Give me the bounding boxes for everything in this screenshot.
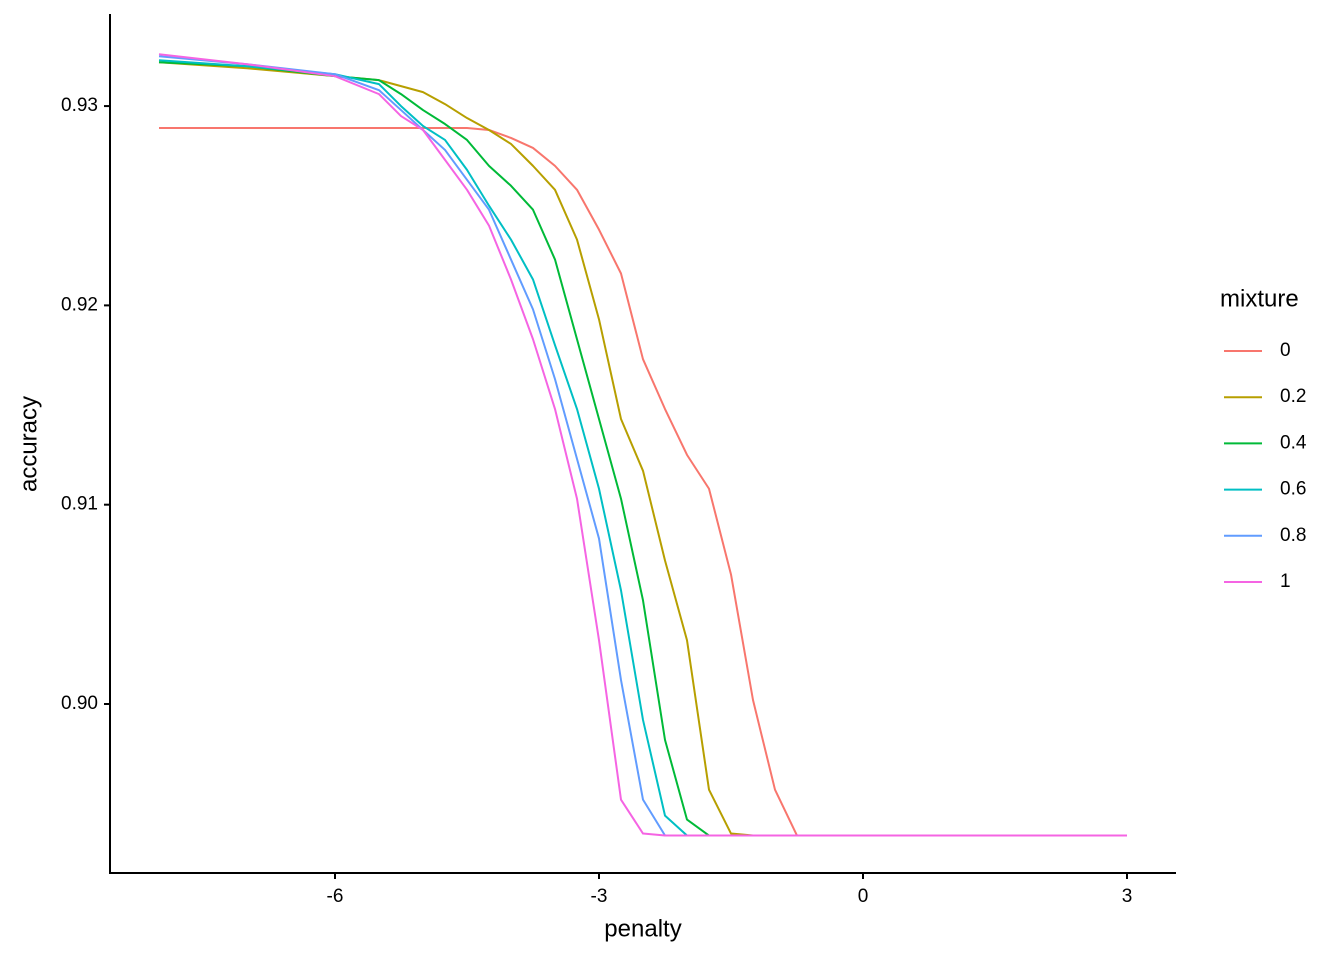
legend-label: 0 [1280, 340, 1291, 361]
x-axis-title: penalty [604, 915, 681, 942]
y-tick-label: 0.91 [61, 494, 98, 515]
series-line [159, 127, 1127, 837]
x-tick-label: 3 [1122, 886, 1133, 907]
legend-label: 0.6 [1280, 479, 1306, 500]
x-tick-label: -6 [327, 886, 344, 907]
series-line [158, 53, 1127, 837]
y-axis-title: accuracy [15, 396, 42, 492]
y-tick-label: 0.92 [61, 294, 98, 315]
x-tick-label: -3 [591, 886, 608, 907]
legend-label: 0.4 [1280, 432, 1307, 453]
legend-label: 0.8 [1280, 525, 1306, 546]
y-tick-label: 0.90 [61, 693, 98, 714]
series-line [158, 59, 1127, 837]
x-tick-label: 0 [858, 886, 869, 907]
legend-label: 1 [1280, 571, 1291, 592]
legend-label: 0.2 [1280, 386, 1306, 407]
y-tick-label: 0.93 [61, 95, 98, 116]
legend-title: mixture [1220, 285, 1299, 312]
